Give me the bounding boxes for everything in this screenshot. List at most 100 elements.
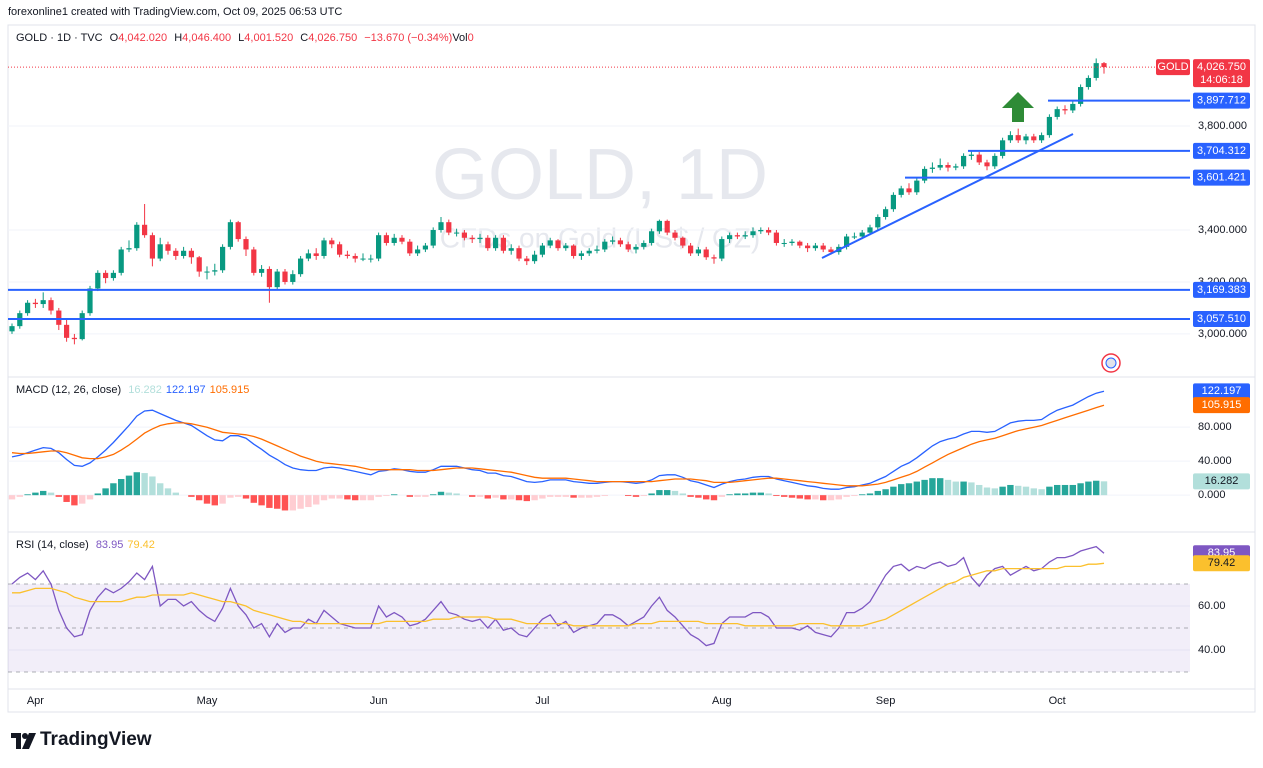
histogram-bar <box>570 495 577 498</box>
candle-body <box>516 248 522 259</box>
candle-body <box>126 248 132 250</box>
histogram-bar <box>882 489 889 496</box>
indicator-title: MACD (12, 26, close) <box>16 384 122 396</box>
up-arrow <box>1002 92 1034 122</box>
candle-body <box>812 245 818 249</box>
candle-body <box>641 242 647 247</box>
histogram-bar <box>679 493 686 496</box>
histogram-bar <box>734 493 741 496</box>
histogram-bar <box>952 481 959 496</box>
histogram-bar <box>250 495 257 503</box>
legend-change: −13.670 (−0.34%) <box>364 32 453 44</box>
candle-body <box>157 244 163 259</box>
candle-body <box>64 324 70 338</box>
histogram-bar <box>352 495 359 501</box>
histogram-bar <box>812 495 819 500</box>
candle-body <box>929 167 935 169</box>
histogram-bar <box>905 483 913 496</box>
candle-body <box>313 253 319 256</box>
histogram-bar <box>851 495 858 497</box>
candle-body <box>711 257 717 259</box>
candle-body <box>422 245 428 250</box>
candle-body <box>48 300 54 311</box>
candle-body <box>25 302 31 314</box>
candle-body <box>563 245 569 249</box>
candle-body <box>953 166 959 168</box>
histogram-bar <box>632 495 640 497</box>
candle-body <box>173 250 179 256</box>
histogram-bar <box>749 492 757 496</box>
histogram-bar <box>843 495 850 497</box>
histogram-bar <box>484 495 491 499</box>
legend-value: 4,046.400 <box>182 32 232 44</box>
series-value-label-box <box>1193 473 1250 490</box>
candle-body <box>1000 140 1006 156</box>
histogram-bar <box>164 488 172 496</box>
y-tick-label: 3,000.000 <box>1198 328 1247 340</box>
histogram-bar <box>523 495 530 502</box>
candle-body <box>649 231 655 243</box>
candle-body <box>149 235 155 259</box>
histogram-bar <box>742 493 749 496</box>
candle-body <box>110 272 116 279</box>
candle-body <box>204 271 210 273</box>
series-value-label: 122.197 <box>1202 385 1242 397</box>
candle-body <box>337 244 343 255</box>
legend-value: 16.282 <box>128 384 162 396</box>
histogram-bar <box>796 495 803 499</box>
candle-body <box>282 271 288 282</box>
candle-body <box>547 240 553 246</box>
level-label-box <box>1193 281 1250 298</box>
candle-body <box>469 237 475 240</box>
candle-body <box>797 241 803 246</box>
candle-body <box>235 222 241 240</box>
candle-body <box>789 241 795 243</box>
candle-body <box>259 268 265 273</box>
level-label-box <box>1193 142 1250 159</box>
candle-body <box>586 250 592 254</box>
macd-legend: MACD (12, 26, close) 16.282 122.197 105.91… <box>16 383 253 397</box>
candle-body <box>906 188 912 193</box>
histogram-bar <box>188 495 195 497</box>
candle-body <box>672 232 678 238</box>
histogram-bar <box>757 492 764 496</box>
histogram-bar <box>219 495 226 504</box>
histogram-bar <box>937 478 944 496</box>
candle-body <box>688 245 694 254</box>
histogram-bar <box>242 495 250 499</box>
branding: TradingView <box>40 729 152 750</box>
candle-body <box>1093 63 1099 78</box>
histogram-bar <box>289 495 296 511</box>
y-tick-label: 3,800.000 <box>1198 120 1247 132</box>
candle-body <box>430 229 436 246</box>
legend-value: 122.197 <box>165 384 206 396</box>
candle-body <box>305 253 311 259</box>
candle-body <box>890 194 896 210</box>
histogram-bar <box>539 495 546 499</box>
candle-body <box>1062 109 1068 111</box>
candle-body <box>321 240 327 256</box>
candle-body <box>79 313 85 340</box>
histogram-bar <box>687 495 694 497</box>
series-value-label: 79.42 <box>1208 557 1236 569</box>
histogram-bar <box>1022 486 1030 496</box>
histogram-bar <box>476 495 484 497</box>
candle-body <box>1101 63 1107 68</box>
histogram-bar <box>586 495 593 498</box>
trend-line <box>821 133 1074 259</box>
candle-body <box>578 253 584 256</box>
histogram-bar <box>297 495 304 509</box>
candle-body <box>766 229 772 233</box>
histogram-bar <box>94 493 101 496</box>
candle-body <box>828 249 834 253</box>
candle-body <box>142 224 148 236</box>
histogram-bar <box>211 495 218 506</box>
histogram-bar <box>79 495 86 504</box>
histogram-bar <box>554 495 562 497</box>
histogram-bar <box>367 495 374 501</box>
price-tag: GOLD <box>1157 61 1188 73</box>
candle-body <box>188 250 194 258</box>
histogram-bar <box>430 494 437 496</box>
histogram-bar <box>960 481 967 496</box>
